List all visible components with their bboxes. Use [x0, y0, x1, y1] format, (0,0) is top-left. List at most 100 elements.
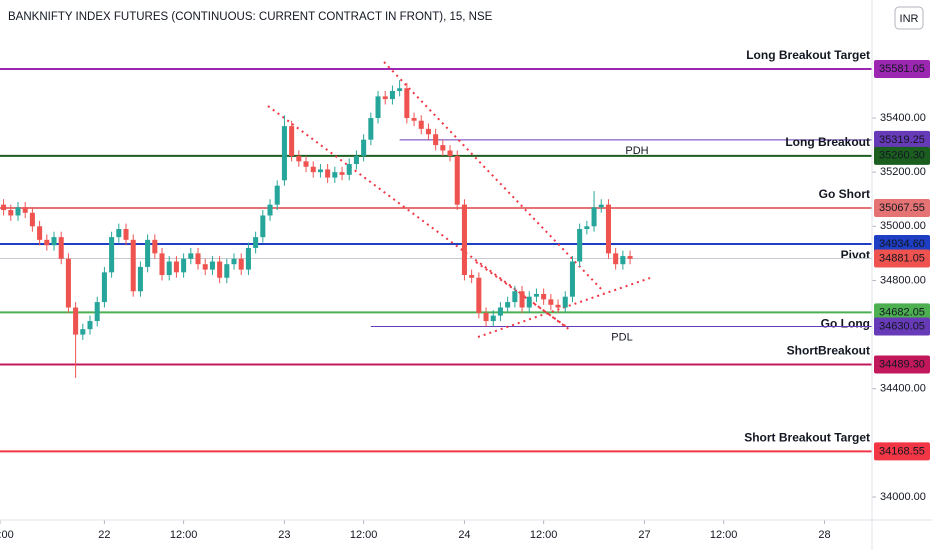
candle-body	[418, 120, 424, 129]
candle-body	[73, 307, 79, 335]
candle-body	[533, 293, 539, 297]
candle-body	[267, 204, 273, 216]
candle-body	[296, 155, 302, 162]
price-tag-label: 35260.30	[879, 150, 925, 162]
candle-body	[289, 126, 295, 156]
level-label: Long Breakout	[785, 135, 870, 149]
candle-body	[483, 312, 489, 322]
candle-body	[15, 207, 21, 216]
price-tag	[874, 249, 930, 268]
candle-body	[490, 315, 496, 322]
candle-body	[361, 139, 367, 156]
candle-body	[303, 161, 309, 167]
trend-line	[383, 61, 605, 293]
x-tick-label: 12:00	[0, 529, 14, 541]
candle-body	[101, 272, 107, 303]
candle-body	[620, 256, 626, 265]
candle-body	[8, 210, 14, 216]
candle-body	[627, 256, 633, 259]
candle-body	[188, 253, 194, 259]
x-tick-label: 12:00	[170, 529, 198, 541]
candle-body	[389, 90, 395, 100]
candle-body	[224, 264, 230, 278]
candle-body	[584, 226, 590, 230]
candle-body	[310, 166, 316, 173]
candle-body	[87, 321, 93, 330]
candle-body	[353, 155, 359, 165]
level-label: PDL	[611, 331, 632, 343]
candle-body	[51, 237, 57, 246]
candle-body	[245, 247, 251, 270]
trend-line	[475, 261, 569, 329]
x-tick-label: 24	[458, 529, 470, 541]
price-tag	[874, 442, 930, 461]
candle-body	[173, 261, 179, 273]
price-tag-label: 34881.05	[879, 252, 925, 264]
candle-body	[281, 126, 287, 181]
chart-title: BANKNIFTY INDEX FUTURES (CONTINUOUS: CUR…	[8, 11, 493, 23]
price-tag-label: 35319.25	[879, 134, 925, 146]
candle-body	[397, 88, 403, 91]
price-tag-label: 34630.05	[879, 320, 925, 332]
candle-body	[382, 96, 388, 100]
candle-body	[181, 258, 187, 273]
candle-body	[152, 239, 158, 254]
level-label: Go Long	[821, 317, 870, 331]
candle-body	[317, 169, 323, 173]
x-tick-label: 22	[98, 529, 110, 541]
candle-body	[325, 169, 331, 178]
candle-body	[368, 118, 374, 140]
currency-badge[interactable]	[894, 6, 924, 30]
candle-body	[80, 329, 86, 335]
candle-body	[519, 291, 525, 308]
candle-body	[260, 215, 266, 238]
y-tick-label: 34400.00	[880, 383, 926, 395]
candle-body	[137, 266, 143, 292]
price-tag	[874, 355, 930, 374]
level-label: ShortBreakout	[787, 344, 870, 358]
candle-body	[425, 128, 431, 135]
candle-body	[253, 237, 259, 248]
price-tag	[874, 317, 930, 336]
candle-body	[339, 172, 345, 175]
candle-body	[130, 239, 136, 292]
candle-body	[375, 96, 381, 119]
candle-body	[555, 304, 561, 308]
level-label: Long Breakout Target	[746, 48, 870, 62]
candle-body	[577, 229, 583, 262]
level-label: Go Short	[819, 187, 870, 201]
candle-body	[332, 172, 338, 178]
y-tick-label: 34000.00	[880, 491, 926, 503]
x-tick-label: 12:00	[350, 529, 378, 541]
candle-body	[231, 258, 237, 265]
candle-body	[505, 302, 511, 308]
candle-body	[598, 204, 604, 208]
candle-body	[346, 164, 352, 175]
candle-body	[238, 258, 244, 270]
candle-body	[109, 237, 115, 273]
price-tag-label: 34682.05	[879, 306, 925, 318]
candle-body	[562, 296, 568, 308]
level-label: PDH	[625, 145, 648, 157]
candle-body	[217, 261, 223, 278]
y-tick-label: 35200.00	[880, 166, 926, 178]
candle-body	[94, 302, 100, 322]
candle-body	[569, 261, 575, 297]
y-tick-label: 35000.00	[880, 220, 926, 232]
candle-body	[58, 237, 64, 259]
candle-body	[526, 296, 532, 308]
candle-body	[195, 253, 201, 265]
candle-body	[447, 150, 453, 156]
candles	[1, 80, 633, 378]
candle-body	[440, 145, 446, 151]
candle-body	[605, 204, 611, 254]
candle-body	[202, 264, 208, 270]
candle-body	[116, 229, 122, 238]
candle-body	[65, 258, 71, 308]
x-tick-label: 12:00	[710, 529, 738, 541]
x-tick-label: 23	[278, 529, 290, 541]
candle-body	[411, 118, 417, 121]
